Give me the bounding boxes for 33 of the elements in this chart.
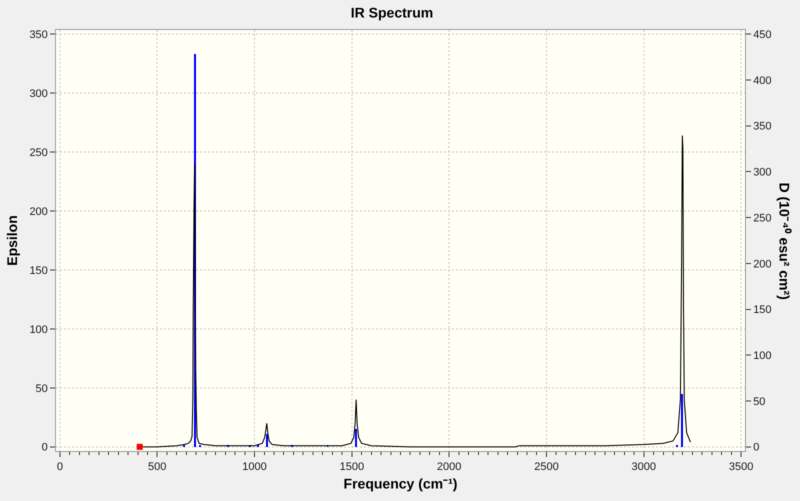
y-tick-label: 150 [29, 264, 48, 277]
y2-tick-label: 250 [753, 212, 772, 224]
y2-tick-label: 100 [753, 350, 772, 362]
y2-tick-label: 400 [753, 74, 772, 87]
y2-tick-label: 50 [753, 396, 766, 408]
x-tick-label: 1000 [242, 461, 267, 474]
y2-tick-label: 450 [753, 28, 772, 41]
y2-tick-label: 0 [753, 442, 760, 454]
x-tick-label: 3000 [632, 461, 656, 474]
x-tick-label: 500 [148, 461, 166, 474]
y2-tick-label: 350 [753, 120, 772, 133]
bar [355, 429, 357, 447]
x-tick-label: 2500 [534, 461, 559, 474]
y2-tick-label: 300 [753, 166, 772, 179]
y2-tick-label: 200 [753, 258, 772, 270]
y2-axis-title: D (10⁻⁴⁰ esu² cm²) [776, 182, 792, 300]
y-tick-label: 0 [42, 442, 48, 454]
y-tick-label: 100 [29, 324, 48, 336]
bar [266, 434, 268, 447]
y-tick-label: 300 [29, 88, 48, 100]
y-axis-title: Epsilon [4, 215, 20, 266]
y-tick-label: 50 [36, 382, 48, 395]
y2-tick-label: 150 [753, 304, 772, 316]
x-tick-label: 3500 [728, 461, 754, 474]
x-tick-label: 0 [56, 461, 63, 474]
chart-title: IR Spectrum [350, 4, 434, 20]
y-tick-label: 200 [29, 206, 48, 218]
y-tick-label: 350 [29, 28, 48, 41]
bar [681, 394, 683, 447]
x-axis-title: Frequency (cm⁻¹) [344, 476, 458, 492]
x-tick-label: 1500 [340, 461, 364, 474]
x-tick-label: 2000 [436, 461, 462, 474]
y-tick-label: 250 [29, 146, 48, 159]
